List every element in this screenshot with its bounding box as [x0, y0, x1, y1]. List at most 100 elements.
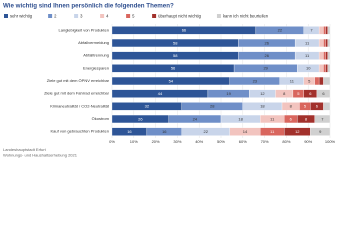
x-tick-label: 60% — [239, 139, 247, 144]
data-label: 66 — [182, 28, 187, 33]
bar-segment — [318, 26, 324, 35]
bar-segment — [327, 51, 331, 60]
bar-segment — [323, 38, 326, 48]
bar-segment — [318, 38, 324, 48]
bar-segment — [318, 64, 324, 73]
legend-label: kann ich nicht beurteilen — [223, 13, 269, 18]
legend-label: sehr wichtig — [10, 13, 33, 18]
data-label: 24 — [193, 116, 198, 121]
data-label: 26 — [265, 40, 270, 45]
y-tick-label: Langlebigkeit von Produkten — [59, 27, 109, 32]
bar-segment — [323, 51, 326, 60]
bar-segment — [310, 127, 331, 136]
legend-label: überhaupt nicht wichtig — [158, 13, 202, 18]
data-label: 58 — [173, 53, 178, 58]
y-tick-label: Abfalltrennung — [83, 53, 109, 58]
data-label: 10 — [306, 66, 311, 71]
source: Wohnungs- und Haushaltserhebung 2021 — [3, 153, 78, 158]
data-label: 7 — [321, 116, 324, 121]
data-label: 26 — [265, 53, 270, 58]
legend-swatch — [74, 14, 79, 18]
bar-segment — [325, 51, 328, 60]
x-tick-label: 30% — [173, 139, 181, 144]
bar-segment — [327, 26, 331, 35]
data-label: 8 — [290, 104, 293, 109]
legend-label: 4 — [106, 13, 109, 18]
data-label: 12 — [260, 91, 265, 96]
y-tick-label: Ziele gut mit dem Fahrrad erreichbar — [44, 91, 110, 96]
data-label: 18 — [260, 104, 265, 109]
x-tick-label: 70% — [261, 139, 269, 144]
data-label: 8 — [283, 91, 286, 96]
data-label: 32 — [145, 104, 150, 109]
bar-segment — [323, 102, 331, 111]
x-tick-label: 20% — [152, 139, 160, 144]
x-tick-label: 40% — [195, 139, 203, 144]
bar-segment — [325, 64, 328, 73]
data-label: 23 — [253, 78, 258, 83]
y-tick-label: Kauf von gebrauchten Produkten — [51, 129, 110, 134]
bar-segment — [323, 76, 331, 86]
legend-swatch — [152, 14, 157, 18]
data-label: 44 — [158, 91, 163, 96]
data-label: 22 — [278, 28, 283, 33]
data-label: 56 — [171, 66, 176, 71]
bar-segment — [318, 51, 324, 60]
data-label: 19 — [226, 91, 231, 96]
data-label: 26 — [138, 116, 143, 121]
legend-swatch — [48, 14, 53, 18]
data-label: 11 — [270, 129, 275, 134]
x-tick-label: 10% — [130, 139, 138, 144]
data-label: 22 — [204, 129, 209, 134]
legend-label: 5 — [132, 13, 135, 18]
data-label: 5 — [308, 78, 311, 83]
legend-swatch — [126, 14, 131, 18]
y-tick-label: Abfallvermeidung — [78, 40, 109, 45]
y-tick-label: Energiesparen — [83, 65, 109, 70]
data-label: 6 — [290, 116, 293, 121]
x-tick-label: 90% — [304, 139, 312, 144]
legend-swatch — [4, 14, 8, 18]
data-label: 12 — [295, 129, 300, 134]
data-label: 11 — [305, 53, 310, 58]
data-label: 11 — [290, 78, 295, 83]
data-label: 7 — [310, 28, 313, 33]
legend-swatch — [100, 14, 105, 18]
bar-segment — [323, 26, 326, 35]
x-tick-label: 80% — [282, 139, 290, 144]
bar-segment — [323, 64, 326, 73]
data-label: 16 — [162, 129, 167, 134]
data-label: 6 — [309, 91, 312, 96]
data-label: 5 — [304, 104, 307, 109]
data-label: 9 — [319, 129, 322, 134]
data-label: 54 — [169, 78, 174, 83]
chart-title: Wie wichtig sind Ihnen persönlich die fo… — [3, 3, 174, 10]
bar-segment — [327, 64, 331, 73]
data-label: 18 — [238, 116, 243, 121]
x-tick-label: 100% — [325, 139, 336, 144]
y-tick-label: Klimaneutralität / CO2-Neutralität — [50, 103, 110, 108]
data-label: 11 — [270, 116, 275, 121]
bar-segment — [314, 76, 320, 86]
legend-label: 2 — [54, 13, 57, 18]
source: Landeshauptstadt Erfurt — [3, 147, 47, 152]
bar-segment — [316, 89, 331, 98]
data-label: 14 — [243, 129, 248, 134]
legend-swatch — [216, 14, 221, 18]
data-label: 11 — [305, 40, 310, 45]
data-label: 6 — [322, 91, 325, 96]
bar-segment — [325, 26, 328, 35]
data-label: 58 — [173, 40, 178, 45]
legend-label: 3 — [80, 13, 83, 18]
x-tick-label: 50% — [217, 139, 225, 144]
data-label: 5 — [297, 91, 300, 96]
bar-segment — [318, 76, 324, 86]
x-tick-label: 0% — [109, 139, 115, 144]
data-label: 29 — [263, 66, 268, 71]
bar-segment — [325, 38, 328, 48]
bar-segment — [314, 114, 331, 124]
chart: Wie wichtig sind Ihnen persönlich die fo… — [3, 3, 336, 158]
data-label: 28 — [210, 104, 215, 109]
data-label: 8 — [305, 116, 308, 121]
bar-segment — [327, 38, 331, 48]
